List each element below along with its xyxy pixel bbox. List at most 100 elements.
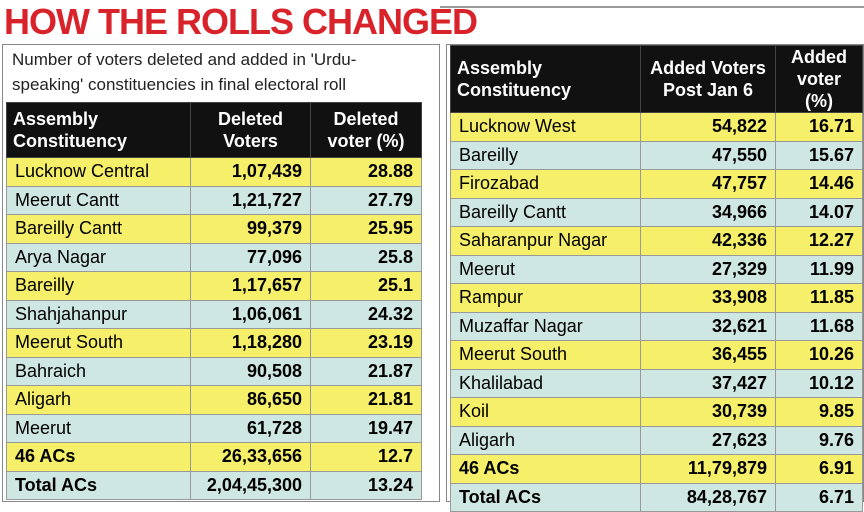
constituency-cell: Aligarh bbox=[450, 425, 641, 455]
value-cell: 9.76 bbox=[775, 425, 863, 455]
value-cell: 54,822 bbox=[640, 112, 776, 142]
constituency-cell: Khalilabad bbox=[450, 368, 641, 398]
value-cell: 26,33,656 bbox=[190, 442, 311, 472]
value-cell: 1,06,061 bbox=[190, 299, 311, 329]
value-cell: 11.85 bbox=[775, 283, 863, 313]
value-cell: 1,07,439 bbox=[190, 157, 311, 187]
constituency-cell: Meerut South bbox=[6, 328, 191, 358]
constituency-cell: Meerut Cantt bbox=[6, 185, 191, 215]
value-cell: 47,550 bbox=[640, 140, 776, 170]
value-cell: 11.99 bbox=[775, 254, 863, 284]
value-cell: 11.68 bbox=[775, 311, 863, 341]
table-row: Khalilabad 37,427 10.12 bbox=[450, 368, 863, 398]
table-row: Meerut South 36,455 10.26 bbox=[450, 340, 863, 370]
table-row: Arya Nagar 77,096 25.8 bbox=[6, 242, 422, 272]
title: HOW THE ROLLS CHANGED bbox=[4, 1, 478, 42]
value-cell: 24.32 bbox=[310, 299, 422, 329]
table-row: Total ACs 84,28,767 6.71 bbox=[450, 482, 863, 512]
value-cell: 36,455 bbox=[640, 340, 776, 370]
table-row: Bareilly Cantt 34,966 14.07 bbox=[450, 197, 863, 227]
constituency-cell: Lucknow West bbox=[450, 112, 641, 142]
constituency-cell: Bareilly bbox=[450, 140, 641, 170]
constituency-cell: Aligarh bbox=[6, 385, 191, 415]
value-cell: 14.07 bbox=[775, 197, 863, 227]
value-cell: 30,739 bbox=[640, 397, 776, 427]
constituency-cell: Saharanpur Nagar bbox=[450, 226, 641, 256]
table-row: Meerut 61,728 19.47 bbox=[6, 413, 422, 443]
value-cell: 9.85 bbox=[775, 397, 863, 427]
header-cell: Deleted Voters bbox=[190, 102, 311, 158]
value-cell: 16.71 bbox=[775, 112, 863, 142]
constituency-cell: Arya Nagar bbox=[6, 242, 191, 272]
header-cell: Assembly Constituency bbox=[450, 45, 641, 113]
constituency-cell: Bareilly Cantt bbox=[450, 197, 641, 227]
left-frame bbox=[2, 44, 440, 502]
header-cell: Deleted voter (%) bbox=[310, 102, 422, 158]
table-row: Aligarh 27,623 9.76 bbox=[450, 425, 863, 455]
constituency-cell: 46 ACs bbox=[6, 442, 191, 472]
constituency-cell: Bareilly Cantt bbox=[6, 214, 191, 244]
value-cell: 27,329 bbox=[640, 254, 776, 284]
rule bbox=[440, 6, 864, 8]
table-row: 46 ACs 11,79,879 6.91 bbox=[450, 454, 863, 484]
value-cell: 19.47 bbox=[310, 413, 422, 443]
value-cell: 25.1 bbox=[310, 271, 422, 301]
table-row: Aligarh 86,650 21.81 bbox=[6, 385, 422, 415]
value-cell: 10.12 bbox=[775, 368, 863, 398]
constituency-cell: Bahraich bbox=[6, 356, 191, 386]
value-cell: 32,621 bbox=[640, 311, 776, 341]
header-cell: Added Voters Post Jan 6 bbox=[640, 45, 776, 113]
right-table: Assembly Constituency Added Voters Post J… bbox=[450, 45, 863, 512]
value-cell: 1,21,727 bbox=[190, 185, 311, 215]
table-row: Meerut South 1,18,280 23.19 bbox=[6, 328, 422, 358]
value-cell: 11,79,879 bbox=[640, 454, 776, 484]
value-cell: 2,04,45,300 bbox=[190, 470, 311, 500]
value-cell: 47,757 bbox=[640, 169, 776, 199]
table-row: Firozabad 47,757 14.46 bbox=[450, 169, 863, 199]
table-row: Bahraich 90,508 21.87 bbox=[6, 356, 422, 386]
value-cell: 86,650 bbox=[190, 385, 311, 415]
table-row: Lucknow West 54,822 16.71 bbox=[450, 112, 863, 142]
value-cell: 25.8 bbox=[310, 242, 422, 272]
value-cell: 21.87 bbox=[310, 356, 422, 386]
value-cell: 84,28,767 bbox=[640, 482, 776, 512]
constituency-cell: Firozabad bbox=[450, 169, 641, 199]
value-cell: 15.67 bbox=[775, 140, 863, 170]
constituency-cell: Meerut South bbox=[450, 340, 641, 370]
constituency-cell: Koil bbox=[450, 397, 641, 427]
value-cell: 37,427 bbox=[640, 368, 776, 398]
value-cell: 34,966 bbox=[640, 197, 776, 227]
header-row: Assembly Constituency Added Voters Post J… bbox=[450, 45, 863, 113]
value-cell: 42,336 bbox=[640, 226, 776, 256]
table-row: Saharanpur Nagar 42,336 12.27 bbox=[450, 226, 863, 256]
value-cell: 10.26 bbox=[775, 340, 863, 370]
value-cell: 28.88 bbox=[310, 157, 422, 187]
value-cell: 1,18,280 bbox=[190, 328, 311, 358]
value-cell: 6.71 bbox=[775, 482, 863, 512]
value-cell: 23.19 bbox=[310, 328, 422, 358]
header-cell: Added voter (%) bbox=[775, 45, 863, 113]
value-cell: 21.81 bbox=[310, 385, 422, 415]
table-row: Muzaffar Nagar 32,621 11.68 bbox=[450, 311, 863, 341]
table-row: Rampur 33,908 11.85 bbox=[450, 283, 863, 313]
constituency-cell: Bareilly bbox=[6, 271, 191, 301]
table-row: Bareilly Cantt 99,379 25.95 bbox=[6, 214, 422, 244]
constituency-cell: Total ACs bbox=[6, 470, 191, 500]
table-row: Bareilly 1,17,657 25.1 bbox=[6, 271, 422, 301]
value-cell: 6.91 bbox=[775, 454, 863, 484]
value-cell: 12.27 bbox=[775, 226, 863, 256]
value-cell: 13.24 bbox=[310, 470, 422, 500]
value-cell: 14.46 bbox=[775, 169, 863, 199]
note: Number of voters deleted and added in 'U… bbox=[12, 50, 357, 94]
constituency-cell: Total ACs bbox=[450, 482, 641, 512]
value-cell: 12.7 bbox=[310, 442, 422, 472]
table-row: Meerut Cantt 1,21,727 27.79 bbox=[6, 185, 422, 215]
value-cell: 77,096 bbox=[190, 242, 311, 272]
value-cell: 27.79 bbox=[310, 185, 422, 215]
header-cell: Assembly Constituency bbox=[6, 102, 191, 158]
table-row: Meerut 27,329 11.99 bbox=[450, 254, 863, 284]
value-cell: 25.95 bbox=[310, 214, 422, 244]
value-cell: 90,508 bbox=[190, 356, 311, 386]
header-row: Assembly Constituency Deleted Voters Delet… bbox=[6, 102, 422, 158]
